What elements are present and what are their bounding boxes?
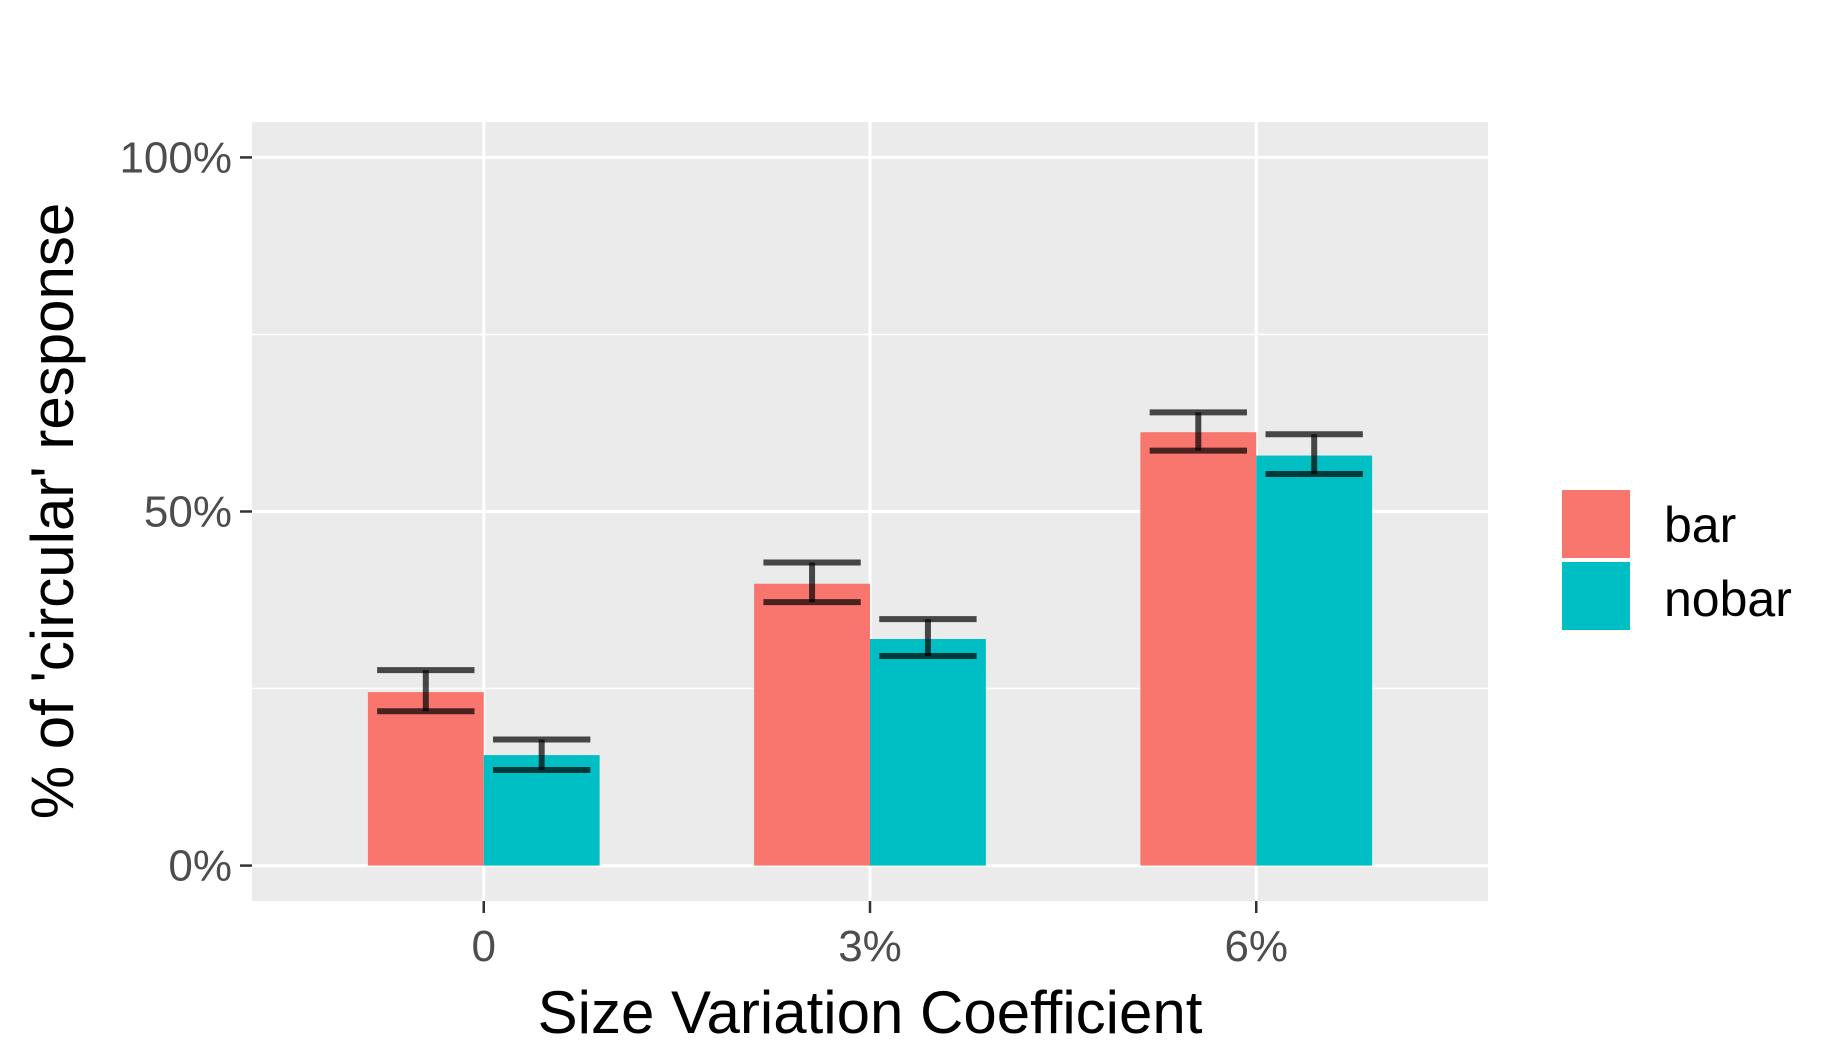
bar-nobar-2 bbox=[1256, 455, 1373, 866]
bar-nobar-0 bbox=[483, 755, 600, 866]
error-bars bbox=[377, 409, 1363, 773]
x-tick-label-0: 0 bbox=[472, 922, 496, 971]
bar-nobar-1 bbox=[870, 638, 986, 866]
legend-label-nobar: nobar bbox=[1664, 571, 1792, 627]
x-axis-title: Size Variation Coefficient bbox=[538, 979, 1203, 1046]
y-tick-label-1: 50% bbox=[144, 488, 232, 537]
errorbar-bar-2 bbox=[1149, 409, 1247, 454]
legend-key-nobar bbox=[1562, 562, 1630, 630]
errorbar-nobar-1 bbox=[879, 616, 977, 659]
y-tick-label-2: 100% bbox=[119, 133, 232, 182]
legend-label-bar: bar bbox=[1664, 497, 1736, 553]
y-axis-title: % of 'circular' response bbox=[19, 203, 86, 820]
x-tick-label-1: 3% bbox=[838, 922, 902, 971]
errorbar-nobar-2 bbox=[1265, 431, 1363, 477]
x-tick-label-2: 6% bbox=[1224, 922, 1288, 971]
bar-bar-2 bbox=[1140, 432, 1257, 866]
bars bbox=[367, 432, 1373, 866]
axes: 0% 50% 100% 0 3% 6% bbox=[119, 133, 1288, 971]
errorbar-bar-0 bbox=[377, 667, 475, 715]
y-tick-label-0: 0% bbox=[168, 842, 232, 891]
legend: bar nobar bbox=[1562, 490, 1792, 630]
errorbar-bar-1 bbox=[763, 559, 861, 606]
errorbar-nobar-0 bbox=[493, 736, 591, 773]
bar-bar-1 bbox=[754, 583, 870, 866]
bar-bar-0 bbox=[367, 692, 484, 866]
legend-key-bar bbox=[1562, 490, 1630, 558]
